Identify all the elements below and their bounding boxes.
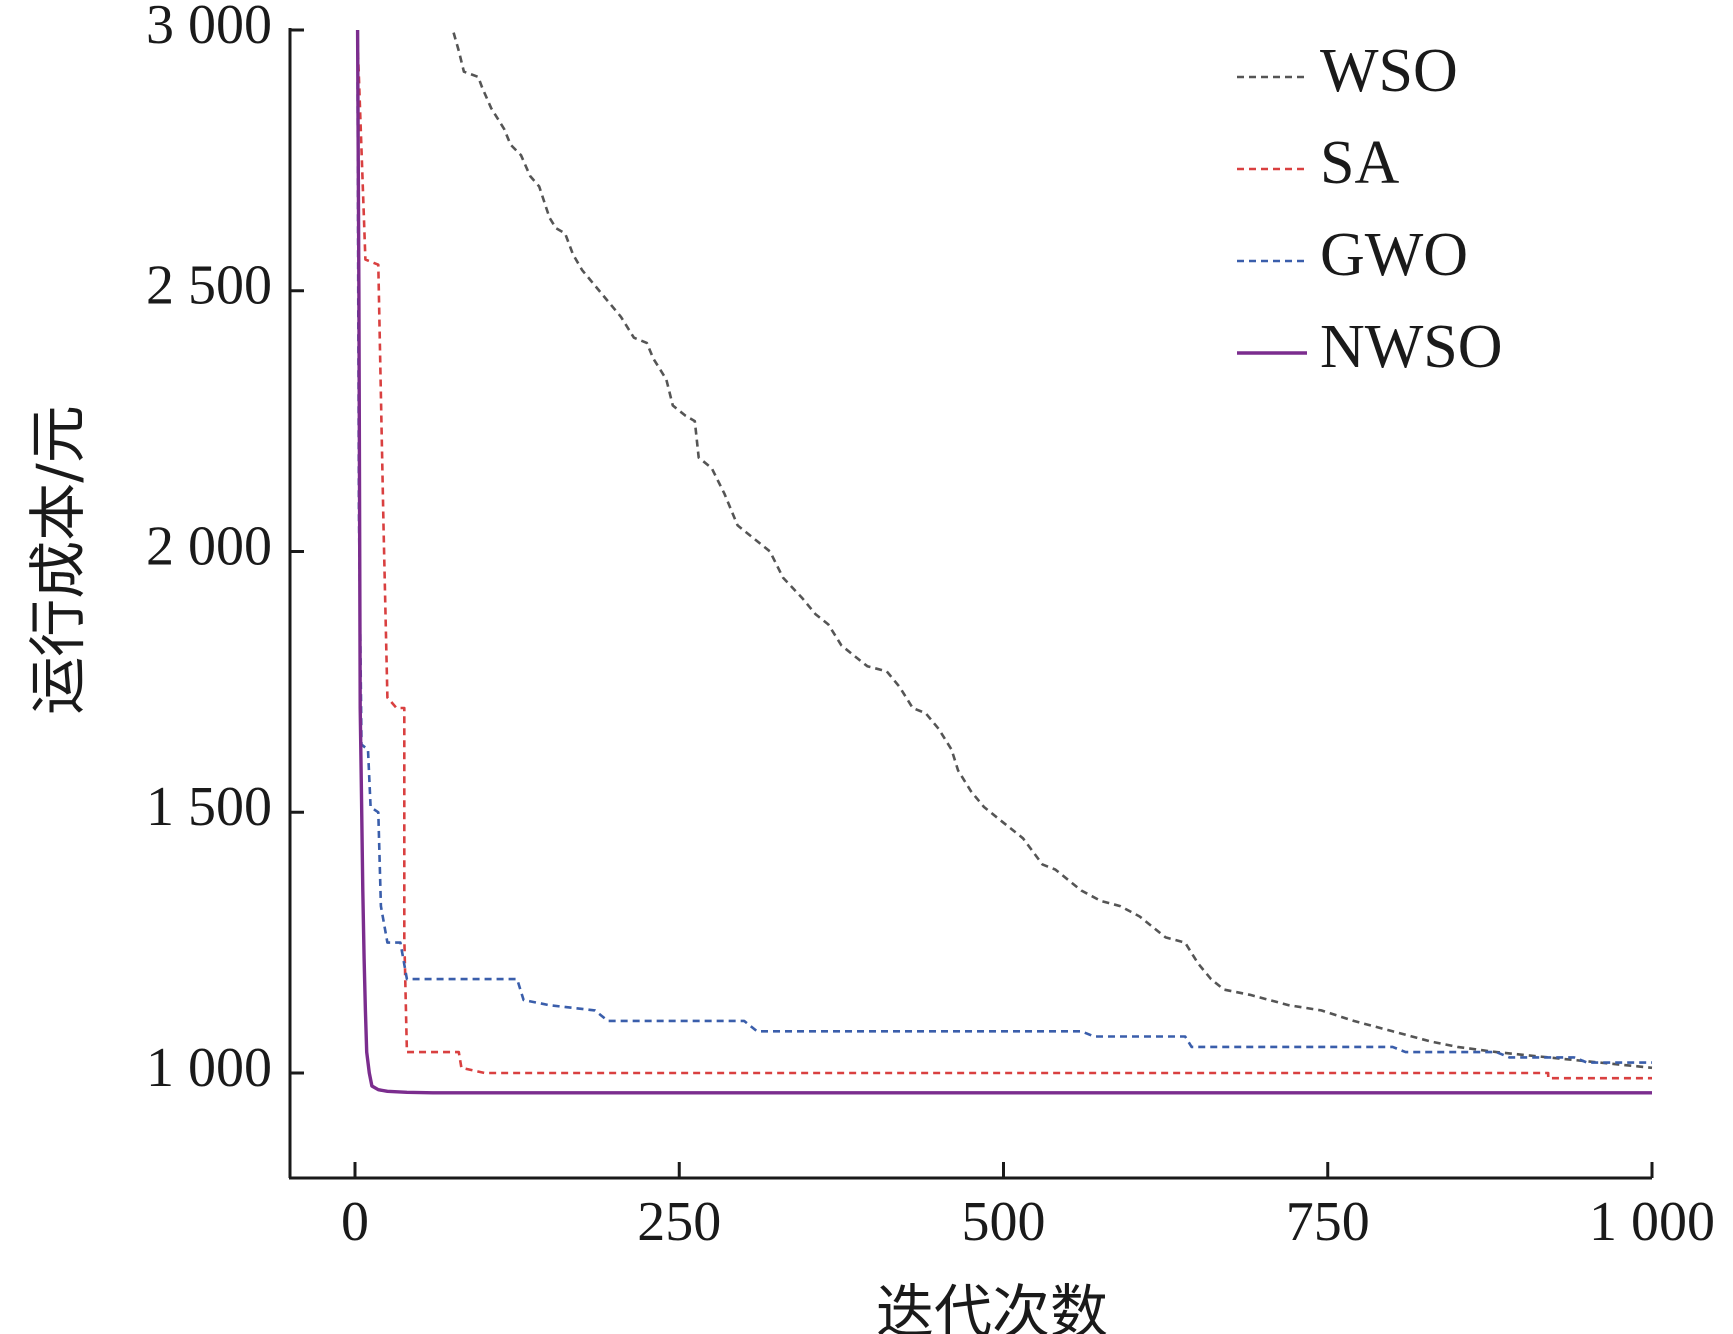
y-tick-label: 2 000: [146, 515, 272, 577]
x-tick-label: 500: [962, 1191, 1046, 1253]
x-tick-label: 750: [1286, 1191, 1370, 1253]
series-line-gwo: [356, 82, 1652, 1064]
legend: WSO SA GWO NWSO: [1237, 37, 1503, 381]
y-axis-title: 运行成本/元: [24, 405, 92, 715]
series-line-nwso: [355, 29, 1652, 1095]
y-tick-label: 3 000: [146, 0, 272, 56]
legend-label-wso: WSO: [1320, 37, 1458, 105]
y-tick-label: 1 500: [146, 776, 272, 838]
x-ticks: 0 250 500 750 1 000: [341, 1162, 1715, 1253]
legend-label-sa: SA: [1320, 129, 1399, 197]
y-tick-label: 2 500: [146, 255, 272, 317]
legend-label-gwo: GWO: [1320, 221, 1468, 289]
axes: [288, 28, 1652, 1180]
series-lines: [355, 29, 1653, 1095]
y-ticks: 1 000 1 500 2 000 2 500 3 000: [146, 0, 304, 1099]
x-tick-label: 1 000: [1589, 1191, 1715, 1253]
legend-label-nwso: NWSO: [1320, 313, 1503, 381]
y-tick-label: 1 000: [146, 1037, 272, 1099]
x-tick-label: 0: [341, 1191, 369, 1253]
series-line-sa: [356, 40, 1652, 1080]
x-tick-label: 250: [637, 1191, 721, 1253]
series-line-wso: [452, 32, 1653, 1070]
x-axis-title: 迭代次数: [876, 1278, 1108, 1334]
